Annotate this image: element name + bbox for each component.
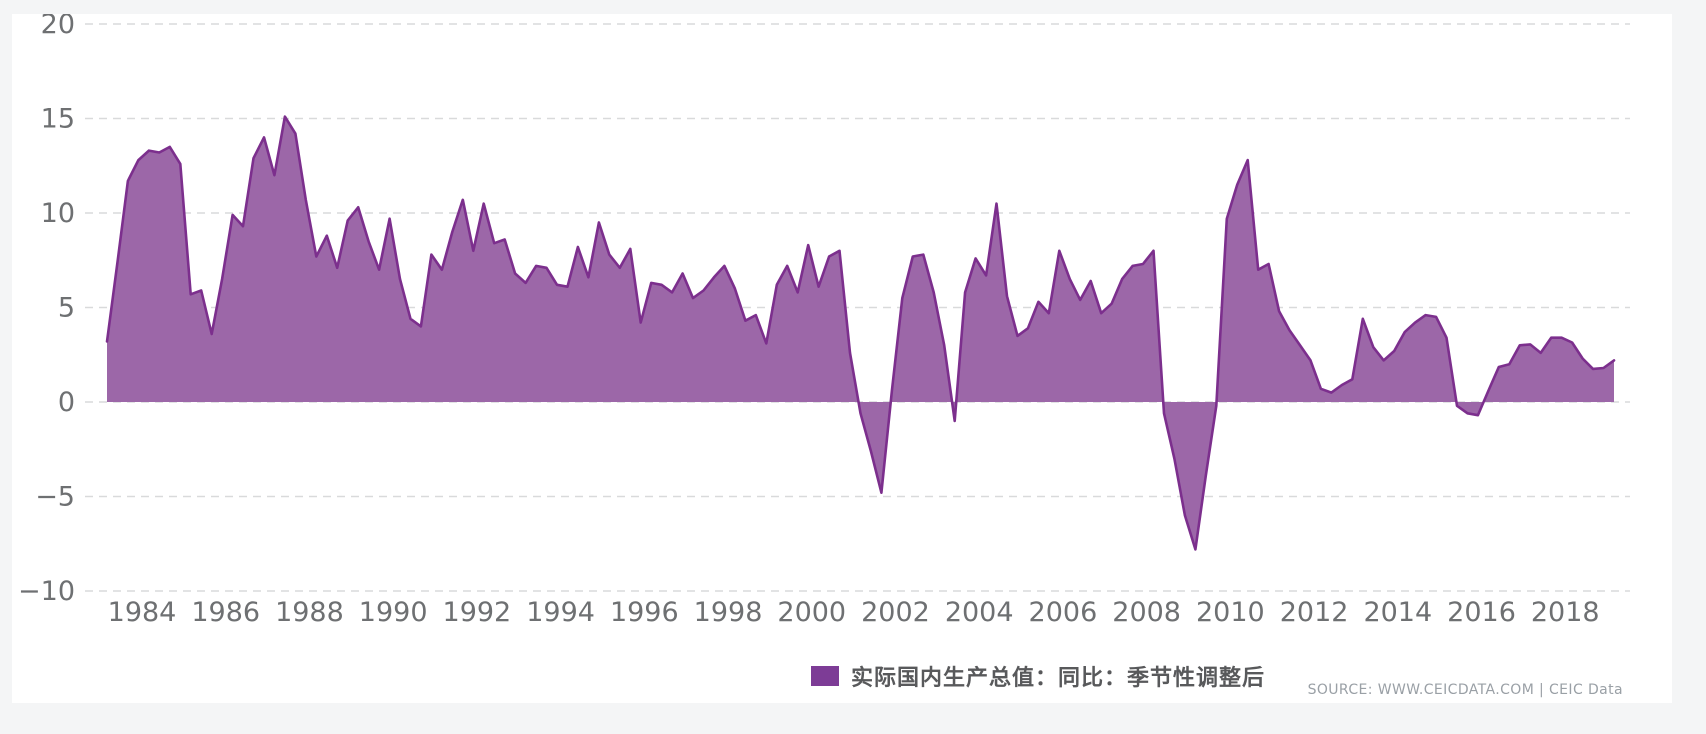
legend-item[interactable]: 实际国内生产总值：同比：季节性调整后 xyxy=(811,660,1265,692)
x-axis-label-2000: 2000 xyxy=(777,597,846,628)
x-axis-label-2012: 2012 xyxy=(1280,597,1349,628)
x-axis-label-1986: 1986 xyxy=(191,597,260,628)
chart-card: 20 15 10 5 0 −5 −10 1984 1986 1988 1990 1992 1994 199… xyxy=(12,14,1672,703)
y-axis-label-10: 10 xyxy=(41,198,75,229)
x-axis-label-2004: 2004 xyxy=(945,597,1014,628)
x-axis-label-2014: 2014 xyxy=(1363,597,1432,628)
x-axis-label-2002: 2002 xyxy=(861,597,930,628)
y-axis-label-20: 20 xyxy=(41,14,75,40)
x-axis-label-2008: 2008 xyxy=(1112,597,1181,628)
y-axis-label--5: −5 xyxy=(35,482,75,513)
series-line xyxy=(105,115,1616,551)
y-axis-label-0: 0 xyxy=(58,387,75,418)
legend-label: 实际国内生产总值：同比：季节性调整后 xyxy=(851,666,1266,691)
x-axis-label-2006: 2006 xyxy=(1029,597,1098,628)
series-area-fill xyxy=(107,116,1614,550)
x-axis-label-1996: 1996 xyxy=(610,597,679,628)
y-axis-label-5: 5 xyxy=(58,293,75,324)
y-axis-label-15: 15 xyxy=(41,104,75,135)
y-axis-label--10: −10 xyxy=(18,576,75,607)
x-axis-label-2016: 2016 xyxy=(1447,597,1516,628)
x-axis-label-1988: 1988 xyxy=(275,597,344,628)
x-axis-label-1990: 1990 xyxy=(359,597,428,628)
x-axis-label-1992: 1992 xyxy=(443,597,512,628)
source-text: SOURCE: WWW.CEICDATA.COM | CEIC Data xyxy=(1307,682,1623,698)
x-axis-label-2010: 2010 xyxy=(1196,597,1265,628)
x-axis-label-1998: 1998 xyxy=(694,597,763,628)
x-axis-label-1984: 1984 xyxy=(108,597,177,628)
gdp-yoy-area-chart: 20 15 10 5 0 −5 −10 1984 1986 1988 1990 1992 1994 199… xyxy=(18,14,1630,628)
x-axis-label-2018: 2018 xyxy=(1531,597,1600,628)
x-axis-label-1994: 1994 xyxy=(526,597,595,628)
legend-marker-icon xyxy=(811,666,839,686)
